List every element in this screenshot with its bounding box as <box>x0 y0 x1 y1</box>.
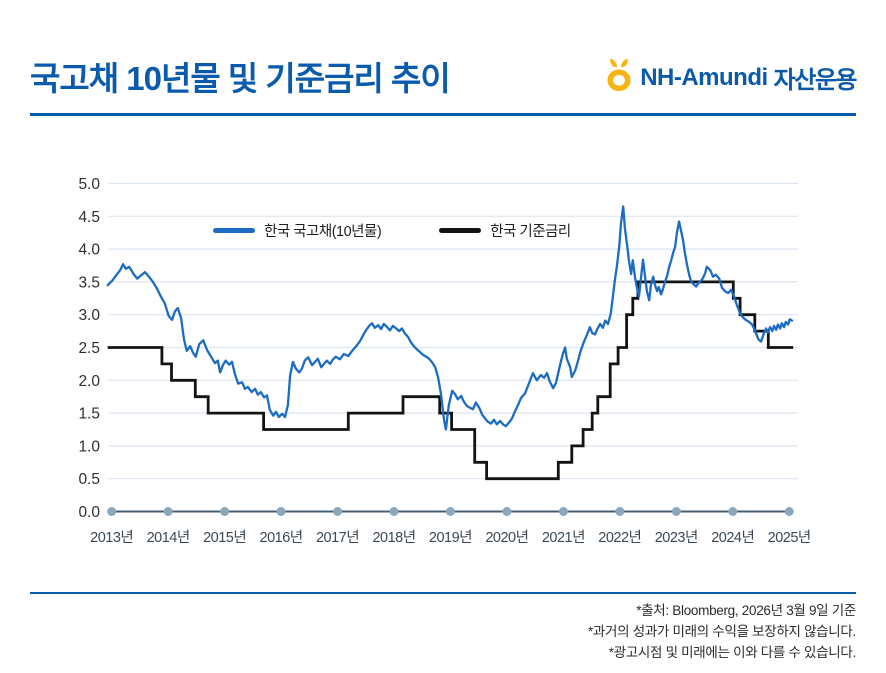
footer-note-disclaimer-2: *광고시점 및 미래에는 이와 다를 수 있습니다. <box>608 645 857 660</box>
y-axis-tick-label: 1.0 <box>78 438 100 455</box>
base-rate-series-line <box>107 280 794 481</box>
x-axis-tick-label: 2018년 <box>372 529 415 546</box>
x-axis-tick-label: 2023년 <box>655 529 698 546</box>
x-axis-tick-label: 2013년 <box>90 529 133 546</box>
logo-suffix-text: 자산운용 <box>773 67 858 94</box>
y-axis-tick-label: 3.5 <box>78 274 100 291</box>
x-axis-tick-label: 2019년 <box>429 529 472 546</box>
legend-item-base-rate: 한국 기준금리 <box>439 220 571 241</box>
y-axis-tick-label: 2.0 <box>78 373 100 390</box>
y-axis-tick-label: 5.0 <box>78 176 100 193</box>
footer-note-disclaimer-1: *과거의 성과가 미래의 수익을 보장하지 않습니다. <box>587 624 856 639</box>
bond-line-swatch <box>213 228 255 233</box>
x-axis-dot <box>220 507 230 516</box>
y-axis-tick-label: 1.5 <box>78 406 100 423</box>
y-axis-tick-label: 3.0 <box>78 307 100 324</box>
y-axis-tick-label: 4.5 <box>78 209 100 226</box>
footer-note-source: *출처: Bloomberg, 2026년 3월 9일 기준 <box>636 603 856 618</box>
nh-sprout-icon <box>604 58 634 97</box>
chart-legend: 한국 국고채(10년물) 한국 기준금리 <box>213 220 571 241</box>
page-title: 국고채 10년물 및 기준금리 추이 <box>30 60 451 97</box>
x-axis-dot <box>502 507 512 516</box>
x-axis-tick-label: 2024년 <box>711 529 754 546</box>
x-axis-dot <box>615 507 625 516</box>
x-axis-tick-label: 2025년 <box>768 529 811 546</box>
x-axis-dot <box>445 507 455 516</box>
x-axis-dot <box>389 507 399 516</box>
x-axis-dot <box>671 507 681 516</box>
header-divider <box>30 113 856 116</box>
x-axis-tick-label: 2016년 <box>260 529 303 546</box>
x-axis-dot <box>728 507 738 516</box>
x-axis-tick-label: 2017년 <box>316 529 359 546</box>
bond-legend-label: 한국 국고채(10년물) <box>264 224 382 240</box>
x-axis-dot <box>107 507 117 516</box>
x-axis-dot <box>558 507 568 516</box>
bond-yield-series-line <box>106 205 794 431</box>
base-rate-legend-label: 한국 기준금리 <box>490 224 571 240</box>
base-rate-line-swatch <box>439 228 482 233</box>
x-axis-tick-label: 2022년 <box>598 529 641 546</box>
x-axis-tick-label: 2014년 <box>147 529 190 546</box>
x-axis-dot <box>784 507 794 516</box>
x-axis-tick-label: 2021년 <box>542 529 585 546</box>
company-logo: NH-Amundi 자산운용 <box>604 58 858 97</box>
y-axis-tick-label: 4.0 <box>78 242 100 259</box>
logo-brand-text: NH-Amundi <box>640 63 768 91</box>
y-axis-tick-label: 0.0 <box>78 504 100 521</box>
x-axis-dot <box>163 507 173 516</box>
x-axis-dot <box>276 507 286 516</box>
legend-item-bond: 한국 국고채(10년물) <box>213 220 382 241</box>
x-axis-dot <box>333 507 343 516</box>
x-axis-tick-label: 2015년 <box>203 529 246 546</box>
footer-divider <box>30 592 856 594</box>
x-axis-tick-label: 2020년 <box>485 529 528 546</box>
y-axis-tick-label: 0.5 <box>78 471 100 488</box>
y-axis-tick-label: 2.5 <box>78 340 100 357</box>
footer-notes: *출처: Bloomberg, 2026년 3월 9일 기준 *과거의 성과가 … <box>588 600 856 663</box>
